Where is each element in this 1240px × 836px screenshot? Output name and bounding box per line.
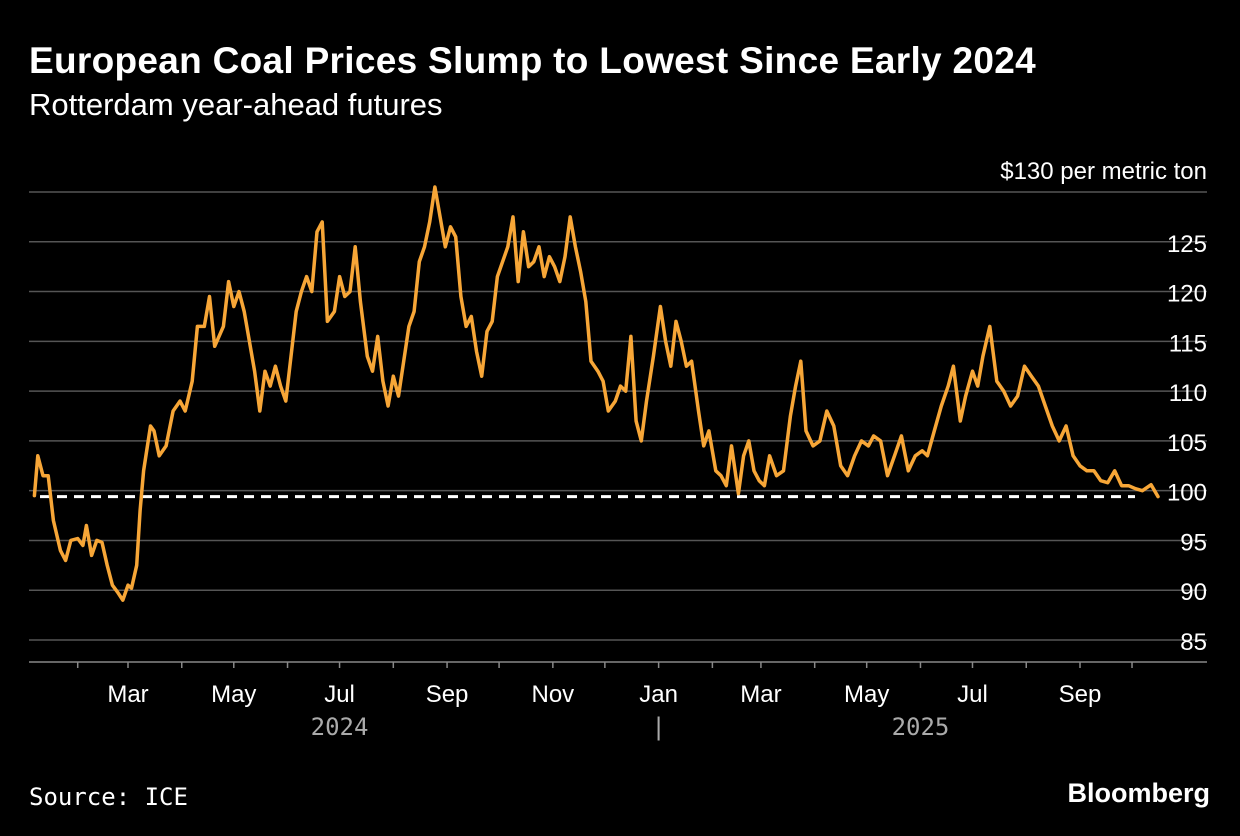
x-tick-label-sep: Sep (426, 681, 469, 708)
x-tick-label-may: May (844, 681, 889, 708)
series-line-coal-price (32, 185, 1160, 602)
axis-layer: 85 90 95 100 105 110 115 120 125 $130 per metric … (29, 158, 1207, 741)
y-tick-label-95: 95 (1180, 529, 1207, 556)
source-note: Source: ICE (29, 783, 188, 811)
year-label: | (651, 713, 665, 741)
grid-layer (29, 191, 1207, 641)
y-tick-label-110: 110 (1169, 380, 1207, 407)
year-label: 2025 (892, 713, 950, 741)
y-tick-label-115: 115 (1169, 330, 1207, 357)
x-tick-label-jul: Jul (324, 681, 355, 708)
x-tick-label-sep: Sep (1059, 681, 1102, 708)
x-tick-label-jan: Jan (639, 681, 678, 708)
y-tick-label-105: 105 (1167, 430, 1207, 457)
y-tick-label-120: 120 (1167, 281, 1207, 308)
x-tick-label-mar: Mar (107, 681, 148, 708)
y-tick-label-85: 85 (1180, 629, 1207, 656)
year-label: 2024 (311, 713, 369, 741)
y-tick-label-130: $130 per metric ton (1000, 158, 1207, 185)
x-tick-label-jul: Jul (957, 681, 988, 708)
y-tick-label-90: 90 (1180, 579, 1207, 606)
y-tick-label-125: 125 (1167, 231, 1207, 258)
chart-title: European Coal Prices Slump to Lowest Sin… (29, 40, 1037, 81)
chart-subtitle: Rotterdam year-ahead futures (29, 87, 443, 122)
x-tick-label-may: May (211, 681, 256, 708)
line-layer (32, 185, 1160, 602)
bloomberg-logo: Bloomberg (1067, 778, 1210, 808)
y-tick-label-100: 100 (1167, 480, 1207, 507)
x-tick-label-mar: Mar (740, 681, 781, 708)
x-tick-label-nov: Nov (532, 681, 575, 708)
